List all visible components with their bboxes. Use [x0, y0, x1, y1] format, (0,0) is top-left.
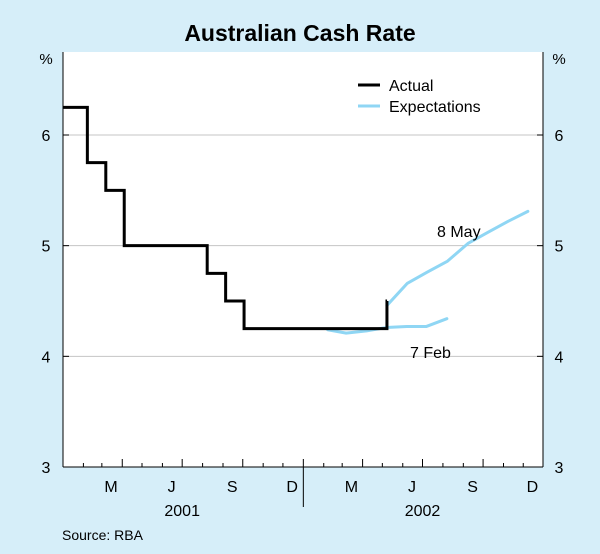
y-tick-label-left: 4 — [42, 349, 51, 366]
chart-title: Australian Cash Rate — [184, 20, 416, 46]
plot-area — [63, 52, 543, 467]
legend: Actual Expectations — [358, 78, 481, 116]
x-tick-label: J — [168, 479, 176, 496]
y-tick-label-right: 3 — [555, 460, 564, 477]
y-tick-label-left: 6 — [42, 128, 51, 145]
x-tick-label: D — [527, 479, 539, 496]
y-tick-label-left: 3 — [42, 460, 51, 477]
x-tick-label: J — [408, 479, 416, 496]
y-tick-label-right: 4 — [555, 349, 564, 366]
y-tick-label-right: 5 — [555, 239, 564, 256]
axes-layer: 3 3 4 4 5 5 6 6 M J S D M J S D 2001 2002 — [42, 52, 564, 520]
x-tick-label: M — [345, 479, 358, 496]
x-tick-label: D — [286, 479, 298, 496]
y-axis-unit-left: % — [39, 51, 52, 68]
series-line-actual — [63, 105, 389, 331]
legend-label-actual: Actual — [389, 78, 433, 95]
year-label: 2001 — [164, 503, 200, 520]
y-tick-label-left: 5 — [42, 239, 51, 256]
annotation-8-may: 8 May — [437, 224, 481, 241]
legend-label-expectations: Expectations — [389, 99, 481, 116]
y-axis-unit-right: % — [552, 51, 565, 68]
y-tick-label-right: 6 — [555, 128, 564, 145]
source-note: Source: RBA — [62, 527, 143, 543]
year-label: 2002 — [405, 503, 441, 520]
annotation-7-feb: 7 Feb — [410, 345, 451, 362]
x-tick-label: S — [227, 479, 238, 496]
x-tick-label: M — [104, 479, 117, 496]
series-layer — [63, 105, 530, 335]
x-tick-label: S — [467, 479, 478, 496]
series-line-expectations-1 — [385, 209, 530, 307]
